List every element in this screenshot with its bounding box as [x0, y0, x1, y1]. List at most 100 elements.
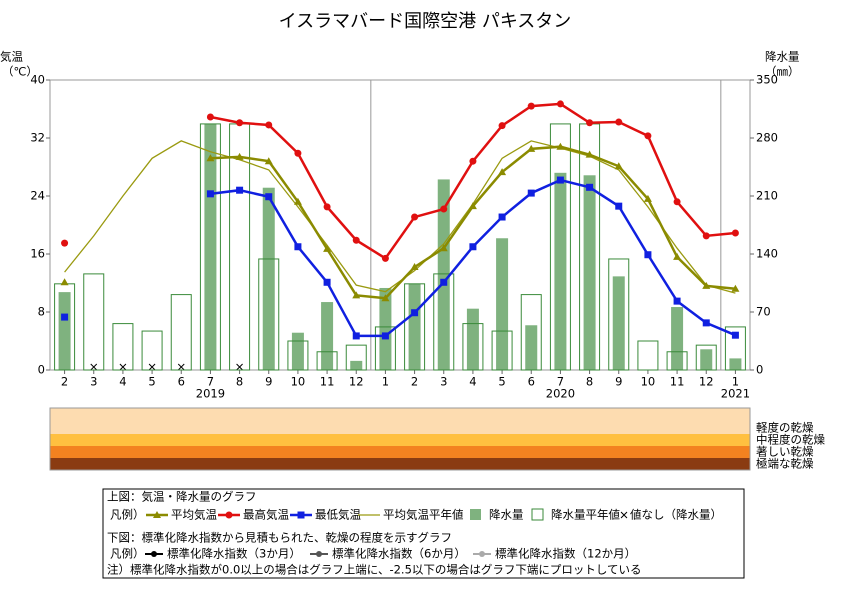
x-tick-label: 8 [586, 375, 593, 389]
missing-mark [119, 363, 127, 371]
marker [440, 278, 448, 286]
marker [225, 511, 233, 519]
marker [206, 113, 214, 121]
marker [323, 244, 332, 252]
marker [702, 281, 711, 289]
marker [294, 149, 302, 157]
marker [702, 232, 710, 240]
bar [612, 276, 625, 370]
x-tick-label: 12 [349, 375, 364, 389]
outline-bar [462, 323, 484, 371]
marker [586, 119, 594, 127]
marker [153, 511, 161, 518]
missing-mark [148, 363, 156, 371]
outline-bar [345, 344, 367, 371]
marker [469, 157, 477, 165]
line [210, 102, 736, 261]
marker [731, 284, 740, 292]
y-tick-label: 8 [38, 305, 45, 319]
marker [352, 236, 360, 244]
x-tick-label: 9 [615, 375, 622, 389]
marker [556, 100, 564, 108]
legend-swatch [316, 551, 322, 557]
outline-bar [170, 294, 192, 371]
x-tick-label: 1 [382, 375, 389, 389]
missing-mark [177, 363, 185, 371]
bar [437, 179, 450, 370]
marker [236, 119, 244, 127]
missing-mark [90, 363, 98, 371]
marker [411, 213, 419, 221]
marker [323, 203, 331, 211]
outline-bar [258, 258, 280, 371]
outline-bar [229, 123, 251, 371]
year-label: 2021 [721, 387, 750, 401]
missing-mark [236, 363, 243, 371]
line [210, 145, 736, 300]
legend-label: 標準化降水指数（3か月） [167, 547, 301, 561]
bar [729, 358, 742, 370]
marker [527, 189, 535, 197]
marker [731, 331, 739, 339]
legend-swatch [620, 511, 628, 519]
outline-bar [112, 323, 134, 371]
marker [381, 294, 390, 302]
marker [61, 313, 69, 321]
line [64, 140, 736, 294]
marker [264, 157, 273, 165]
marker [323, 278, 331, 286]
outline-bar [520, 294, 542, 371]
marker [469, 243, 477, 251]
bar [554, 172, 567, 370]
marker [236, 186, 244, 194]
x-tick-label: 7 [557, 375, 564, 389]
drought-band [50, 458, 750, 470]
marker [206, 154, 215, 162]
legend-label: 標準化降水指数（6か月） [332, 547, 466, 561]
marker [352, 291, 361, 299]
marker [643, 194, 652, 202]
legend-label: 標準化降水指数（12か月） [495, 547, 636, 561]
x-tick-label: 10 [291, 375, 306, 389]
marker [702, 319, 710, 327]
legend-swatch [531, 508, 544, 521]
marker [527, 144, 536, 152]
outline-bar [404, 283, 426, 371]
marker [235, 152, 244, 160]
y2-axis-unit: （㎜） [765, 65, 800, 79]
drought-band [50, 408, 750, 434]
y2-axis-label: 降水量 [765, 50, 800, 64]
legend-label: 降水量平年値 [551, 508, 620, 522]
legend-label: 最高気温 [243, 508, 289, 522]
marker [585, 150, 594, 158]
marker [265, 121, 273, 129]
bar [700, 349, 713, 370]
bar [496, 238, 509, 370]
bar [204, 123, 217, 371]
marker [556, 176, 564, 184]
marker [265, 193, 273, 201]
x-tick-label: 2 [61, 375, 68, 389]
bar [671, 307, 684, 370]
x-tick-label: 4 [119, 375, 126, 389]
y-tick-label: 0 [38, 363, 45, 377]
legend-label: 値なし（降水量） [630, 508, 722, 522]
x-tick-label: 3 [90, 375, 97, 389]
legend-label: 最低気温 [315, 508, 361, 522]
legend-label: 降水量 [489, 508, 524, 522]
legend-swatch [470, 509, 481, 520]
marker [381, 332, 389, 340]
marker [527, 102, 535, 110]
marker [586, 183, 594, 191]
marker [644, 251, 652, 259]
x-tick-label: 9 [265, 375, 272, 389]
outline-bar [549, 123, 571, 371]
outline-bar [433, 273, 455, 371]
drought-band [50, 446, 750, 458]
y2-tick-label: 280 [756, 131, 778, 145]
marker [297, 511, 305, 519]
drought-label: 著しい乾燥 [756, 445, 814, 459]
marker [293, 197, 302, 205]
drought-label: 中程度の乾燥 [756, 433, 825, 447]
legend-key: 凡例） [110, 508, 145, 522]
